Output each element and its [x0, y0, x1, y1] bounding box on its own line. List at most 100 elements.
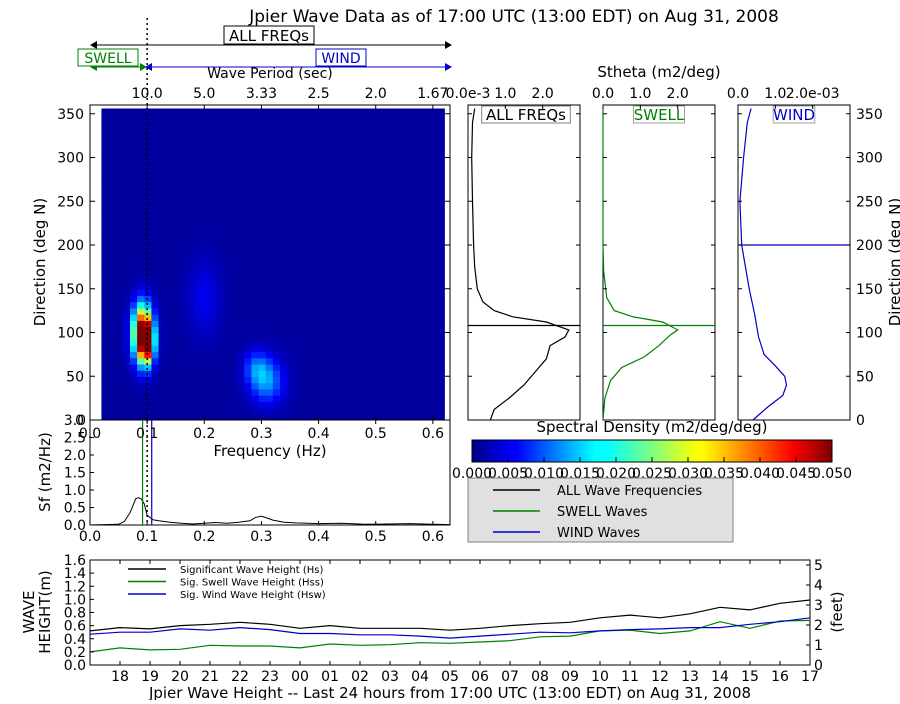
- heatmap-cell: [265, 345, 274, 353]
- heatmap-cell: [101, 289, 110, 296]
- heatmap-cell: [144, 114, 153, 122]
- heatmap-cell: [122, 164, 131, 172]
- sf-series-line: [90, 497, 450, 525]
- heatmap-cell: [151, 251, 160, 259]
- heatmap-cell: [251, 245, 260, 253]
- heatmap-cell: [137, 382, 145, 390]
- heatmap-cell: [380, 382, 388, 390]
- heatmap-cell: [287, 345, 295, 353]
- heatmap-cell: [308, 370, 317, 377]
- heatmap-cell: [115, 183, 124, 191]
- heatmap-cell: [265, 326, 274, 334]
- heatmap-cell: [115, 407, 124, 415]
- heatmap-cell: [401, 320, 410, 328]
- heatmap-cell: [180, 164, 188, 172]
- heatmap-cell: [308, 145, 317, 153]
- heatmap-cell: [358, 108, 367, 116]
- heatmap-cell: [422, 177, 431, 184]
- heatmap-cell: [130, 220, 138, 228]
- heatmap-cell: [337, 339, 345, 346]
- heatmap-cell: [387, 114, 395, 122]
- heatmap-cell: [401, 301, 410, 309]
- heatmap-cell: [165, 258, 174, 265]
- heatmap-cell: [187, 357, 195, 365]
- heatmap-cell: [437, 220, 445, 228]
- heatmap-cell: [208, 226, 217, 234]
- heatmap-cell: [208, 407, 217, 415]
- heatmap-cell: [108, 301, 117, 309]
- y-tick-label: 100: [57, 326, 84, 342]
- heatmap-cell: [308, 208, 317, 216]
- heatmap-cell: [437, 289, 445, 296]
- heatmap-cell: [387, 320, 395, 328]
- heatmap-cell: [337, 177, 345, 184]
- stheta-frame: [737, 104, 851, 421]
- heatmap-cell: [365, 395, 374, 402]
- heatmap-cell: [244, 183, 253, 191]
- heatmap-cell: [337, 245, 345, 253]
- heatmap-cell: [165, 239, 174, 247]
- heatmap-cell: [387, 289, 395, 296]
- heatmap-cell: [272, 401, 281, 409]
- heatmap-cell: [394, 245, 403, 253]
- heatmap-cell: [365, 170, 374, 178]
- heatmap-cell: [344, 401, 353, 409]
- heatmap-cell: [265, 295, 274, 303]
- heatmap-cell: [430, 376, 438, 384]
- heatmap-cell: [315, 108, 324, 116]
- heatmap-cell: [101, 382, 110, 390]
- heatmap-cell: [322, 170, 331, 178]
- heatmap-cell: [265, 220, 274, 228]
- history-hour-label: 18: [111, 669, 129, 685]
- heatmap-cell: [251, 351, 260, 359]
- heatmap-cell: [330, 164, 338, 172]
- heatmap-cell: [422, 301, 431, 309]
- heatmap-cell: [130, 345, 138, 353]
- heatmap-cell: [101, 114, 110, 122]
- heatmap-cell: [222, 295, 231, 303]
- heatmap-cell: [172, 164, 181, 172]
- heatmap-cell: [115, 307, 124, 315]
- heatmap-cell: [130, 170, 138, 178]
- heatmap-cell: [365, 145, 374, 153]
- heatmap-cell: [172, 120, 181, 128]
- heatmap-cell: [372, 226, 381, 234]
- heatmap-cell: [337, 145, 345, 153]
- y-tick-label: 250: [57, 194, 84, 210]
- heatmap-cell: [337, 233, 345, 240]
- heatmap-cell: [437, 152, 445, 159]
- heatmap-cell: [287, 388, 295, 396]
- heatmap-cell: [330, 357, 338, 365]
- heatmap-cell: [315, 351, 324, 359]
- heatmap-cell: [115, 301, 124, 309]
- heatmap-cell: [258, 401, 267, 409]
- heatmap-cell: [108, 413, 117, 420]
- heatmap-cell: [408, 245, 417, 253]
- heatmap-cell: [287, 407, 295, 415]
- heatmap-cell: [222, 258, 231, 265]
- heatmap-cell: [287, 139, 295, 147]
- heatmap-cell: [251, 158, 260, 166]
- heatmap-cell: [137, 214, 145, 222]
- heatmap-cell: [122, 307, 131, 315]
- heatmap-cell: [315, 382, 324, 390]
- heatmap-cell: [330, 332, 338, 340]
- heatmap-cell: [251, 295, 260, 303]
- heatmap-cell: [437, 401, 445, 409]
- heatmap-cell: [215, 289, 224, 296]
- heatmap-cell: [265, 233, 274, 240]
- heatmap-cell: [380, 189, 388, 197]
- heatmap-cell: [330, 195, 338, 203]
- heatmap-cell: [330, 351, 338, 359]
- heatmap-cell: [322, 326, 331, 334]
- heatmap-cell: [151, 351, 160, 359]
- period-tick-label: 3.33: [246, 86, 277, 102]
- heatmap-cell: [315, 326, 324, 334]
- heatmap-cell: [165, 208, 174, 216]
- sf-y-tick-label: 3.0: [64, 413, 86, 429]
- heatmap-cell: [430, 258, 438, 265]
- heatmap-cell: [244, 307, 253, 315]
- heatmap-cell: [122, 376, 131, 384]
- history-hour-label: 07: [501, 669, 519, 685]
- heatmap-cell: [308, 320, 317, 328]
